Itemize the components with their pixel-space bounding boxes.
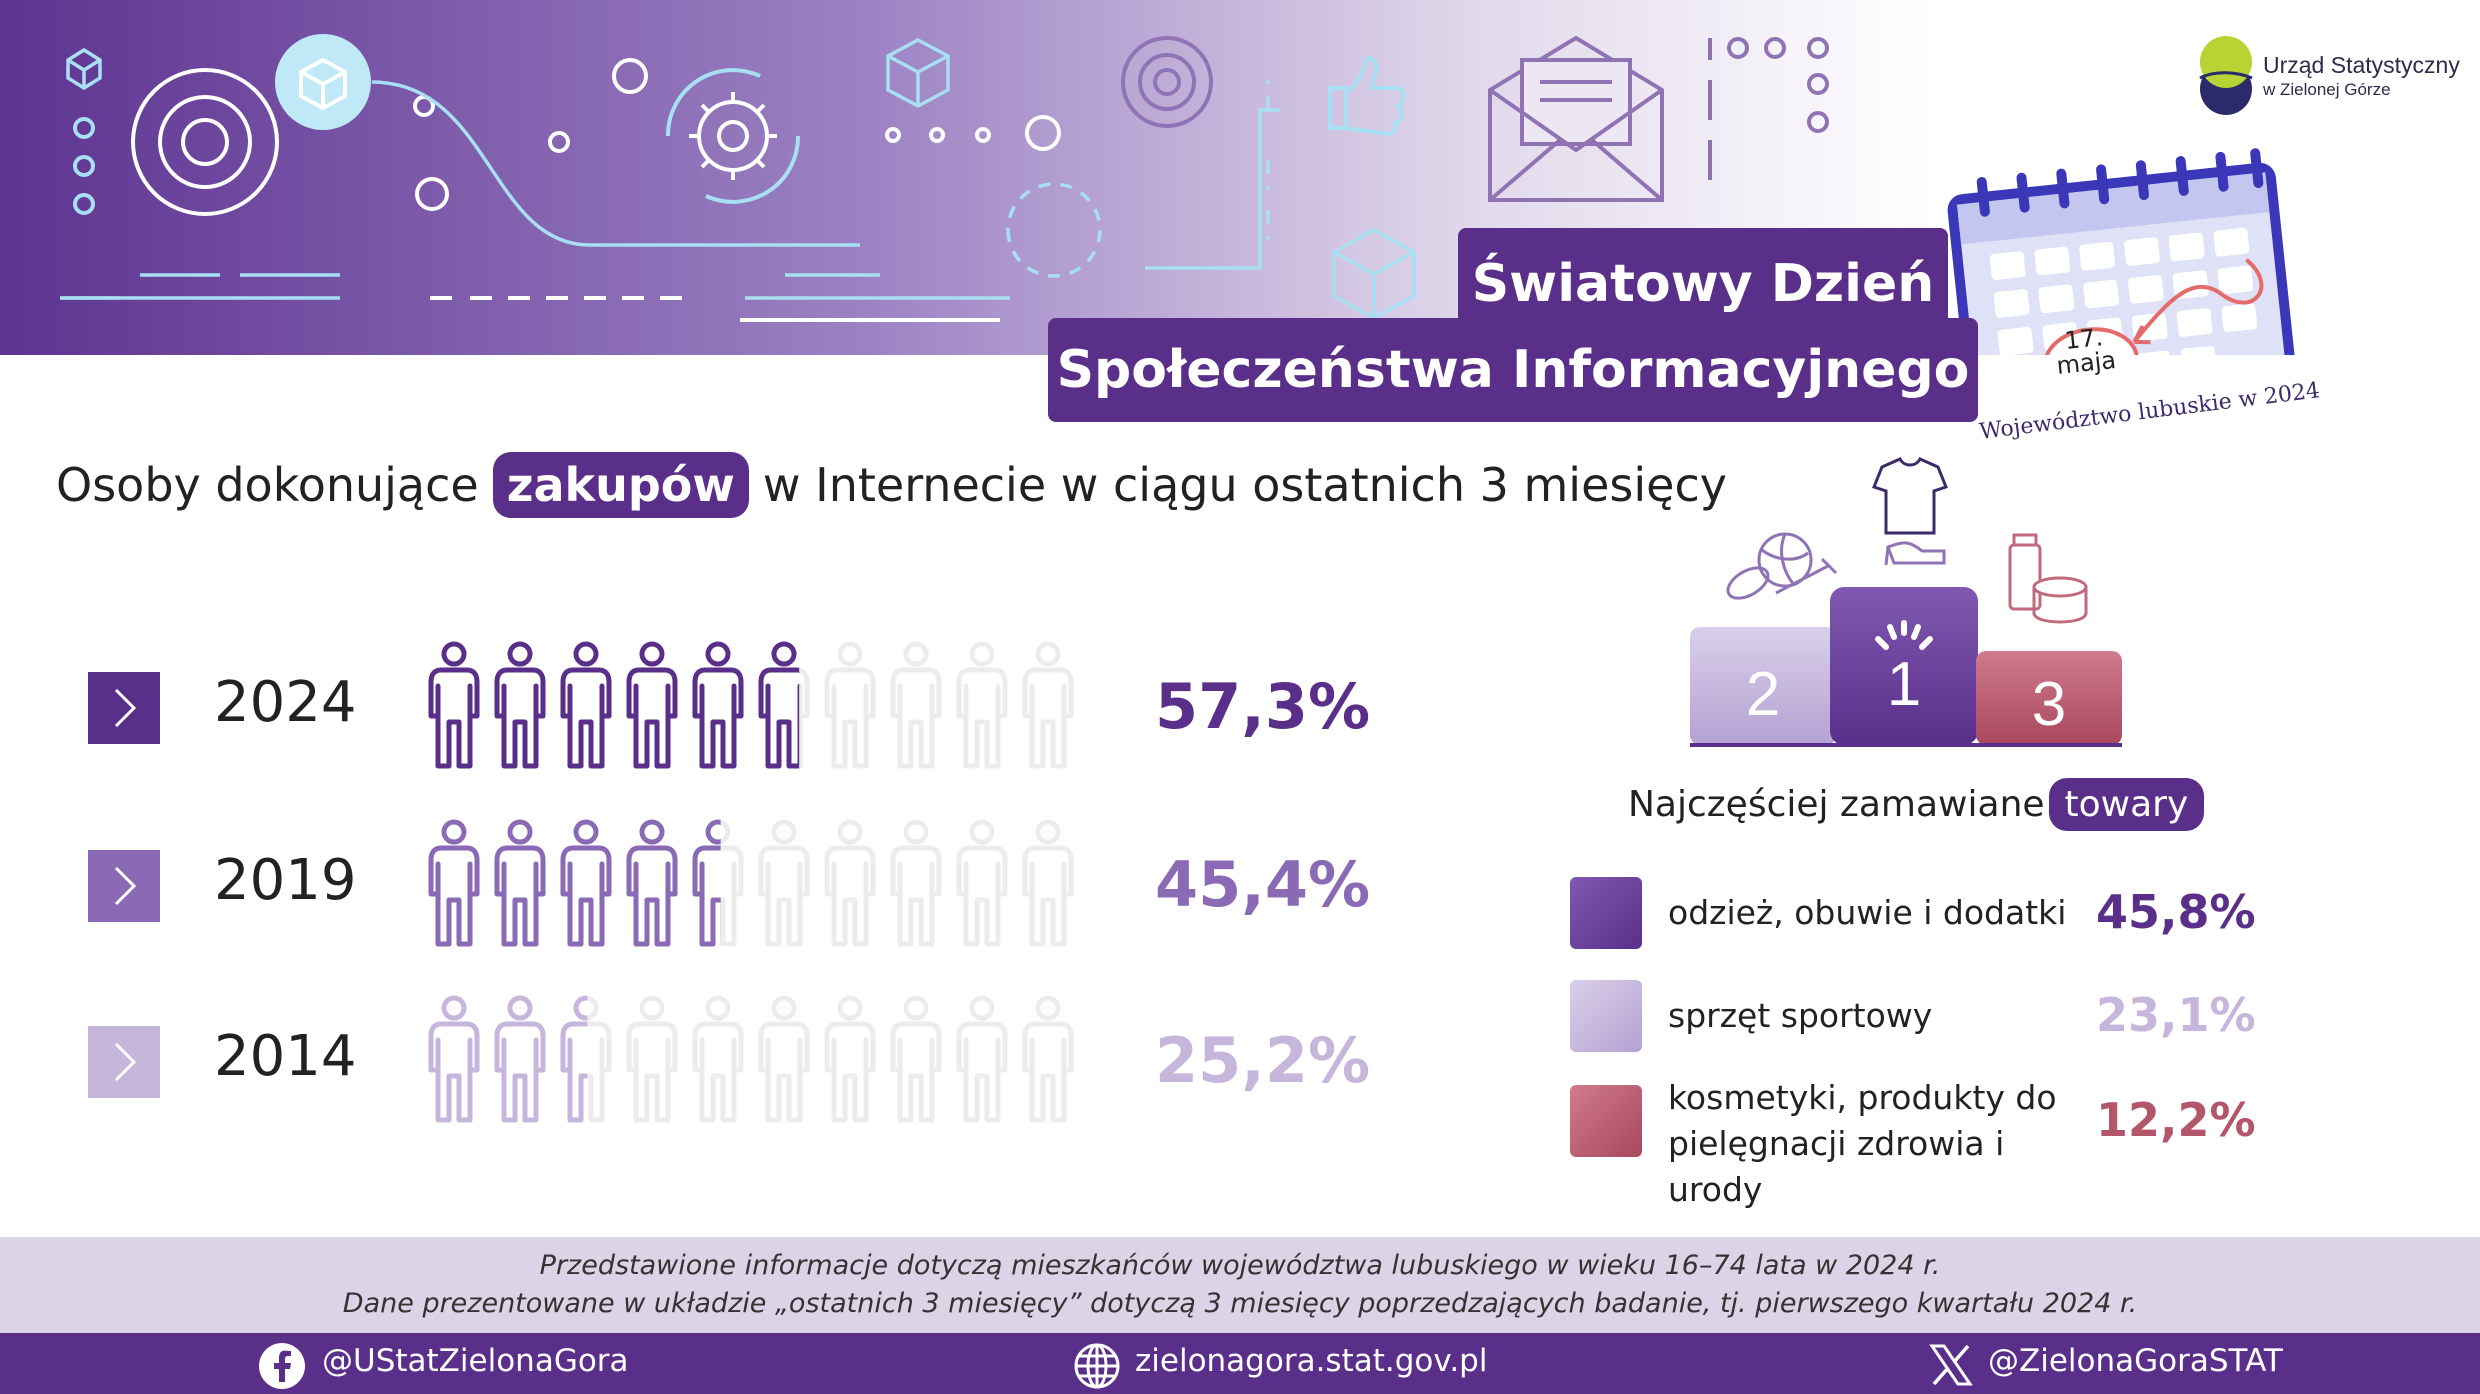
- logo-title: Urząd Statystyczny: [2263, 52, 2460, 78]
- year-label: 2019: [214, 848, 357, 913]
- legend-swatch: [1570, 877, 1642, 949]
- cosmetics-icon: [2008, 533, 2088, 624]
- legend-value: 45,8%: [2096, 885, 2256, 939]
- thumb-up-icon: [1328, 56, 1406, 137]
- facebook-link[interactable]: @UStatZielonaGora: [322, 1343, 629, 1379]
- subtitle-before: Osoby dokonujące: [56, 458, 479, 512]
- goods-title-before: Najczęściej zamawiane: [1628, 784, 2045, 825]
- header-banner: [0, 0, 2480, 355]
- goods-title-highlight: towary: [2048, 778, 2205, 831]
- calendar-date: 17. maja: [2038, 322, 2133, 380]
- legend-value: 12,2%: [2096, 1093, 2256, 1147]
- calendar-date-text: 17. maja: [2055, 323, 2118, 380]
- gear-icon: [665, 68, 801, 204]
- logo-icon: [2199, 36, 2253, 115]
- note-line-1: Przedstawione informacje dotyczą mieszka…: [539, 1250, 1941, 1281]
- pictogram-row: [428, 819, 1074, 947]
- cube-icon: [299, 57, 347, 111]
- percent-label: 25,2%: [1155, 1024, 1371, 1097]
- percent-label: 57,3%: [1155, 670, 1371, 743]
- podium-label-1: 1: [1887, 650, 1921, 719]
- podium-3: [1976, 651, 2122, 745]
- target-icon: [131, 68, 279, 216]
- row-arrow-icon: [88, 672, 160, 744]
- year-label: 2014: [214, 1024, 357, 1089]
- legend-label: sprzęt sportowy: [1668, 996, 1933, 1035]
- percent-label: 45,4%: [1155, 848, 1371, 921]
- calendar-caption: Województwo lubuskie w 2024: [1978, 378, 2322, 445]
- legend-label: odzież, obuwie i dodatki: [1668, 893, 2067, 932]
- x-icon[interactable]: [1928, 1342, 1974, 1388]
- goods-title: Najczęściej zamawiane towary: [1628, 778, 2218, 831]
- globe-icon[interactable]: [1073, 1342, 1121, 1390]
- podium-label-2: 2: [1746, 660, 1780, 729]
- person-icons-filled: [428, 819, 721, 947]
- legend-swatch: [1570, 1085, 1642, 1157]
- page-subtitle: Osoby dokonujące zakupów w Internecie w …: [56, 452, 1727, 518]
- note-line-2: Dane prezentowane w układzie „ostatnich …: [342, 1288, 2138, 1319]
- subtitle-after: w Internecie w ciągu ostatnich 3 miesięc…: [762, 458, 1727, 512]
- row-arrow-icon: [88, 1026, 160, 1098]
- subtitle-highlight: zakupów: [492, 452, 749, 518]
- legend-label: kosmetyki, produkty do pielęgnacji zdrow…: [1668, 1078, 2057, 1209]
- podium-graphic: 2 1 3: [1690, 457, 2122, 747]
- footer-bar: [0, 1333, 2480, 1394]
- title-line-2: Społeczeństwa Informacyjnego: [1048, 318, 1978, 422]
- podium-1: [1830, 587, 1978, 745]
- clothing-icon: [1872, 457, 1948, 566]
- envelope-icon: [1488, 35, 1664, 202]
- person-icons-filled: [428, 995, 588, 1123]
- facebook-icon[interactable]: [258, 1342, 306, 1390]
- legend-swatch: [1570, 980, 1642, 1052]
- pictogram-row: [428, 995, 1074, 1123]
- logo-subtitle: w Zielonej Górze: [2263, 80, 2391, 99]
- pictogram-row: [428, 641, 1074, 769]
- podium-label-3: 3: [2032, 670, 2066, 739]
- website-link[interactable]: zielonagora.stat.gov.pl: [1135, 1343, 1488, 1379]
- podium-2: [1690, 627, 1836, 745]
- row-arrow-icon: [88, 850, 160, 922]
- legend-value: 23,1%: [2096, 988, 2256, 1042]
- x-link[interactable]: @ZielonaGoraSTAT: [1988, 1343, 2283, 1379]
- target-small-icon: [1121, 36, 1213, 128]
- person-icons-filled: [428, 641, 800, 769]
- notes-band: [0, 1237, 2480, 1333]
- year-label: 2024: [214, 670, 357, 735]
- calendar-icon: [1947, 148, 2299, 355]
- sports-icon: [1726, 532, 1838, 600]
